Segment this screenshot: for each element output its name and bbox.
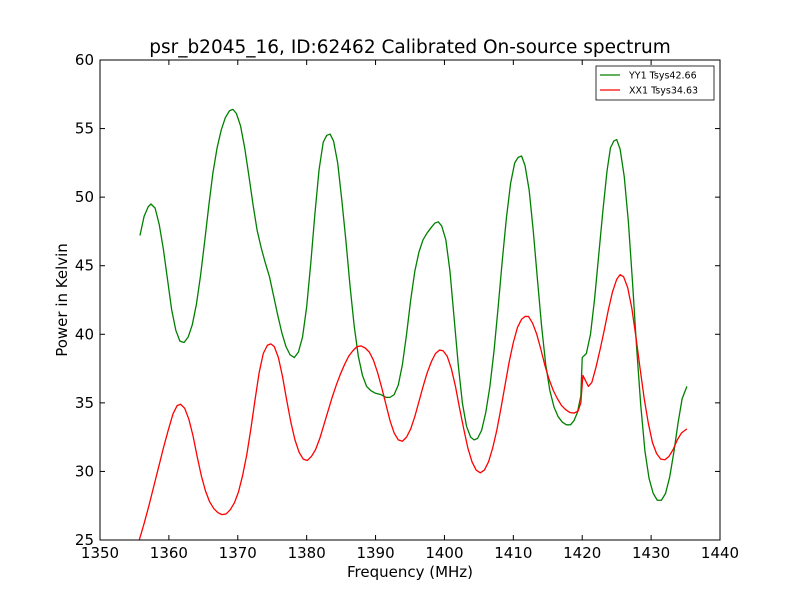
y-tick-label: 25	[75, 531, 94, 549]
tick-layer: 1350 1360 1370 1380 1390 1400 1410 1420 1430 1440…	[75, 51, 739, 562]
legend: YY1 Tsys42.66 XX1 Tsys34.63	[595, 65, 715, 101]
x-tick-label: 1350	[81, 544, 119, 562]
y-tick-label: 40	[75, 325, 94, 343]
x-tick-label: 1440	[701, 544, 739, 562]
x-axis-label: Frequency (MHz)	[347, 563, 473, 581]
y-axis-label: Power in Kelvin	[53, 243, 71, 357]
y-tick-label: 45	[75, 257, 94, 275]
y-tick-label: 55	[75, 120, 94, 138]
legend-label-0: YY1 Tsys42.66	[628, 71, 697, 82]
x-tick-label: 1390	[356, 544, 394, 562]
y-tick-label: 60	[75, 51, 94, 69]
legend-label-1: XX1 Tsys34.63	[629, 86, 698, 97]
x-tick-label: 1430	[632, 544, 670, 562]
series-line-0	[139, 108, 688, 501]
y-tick-label: 35	[75, 394, 94, 412]
x-tick-label: 1410	[494, 544, 532, 562]
legend-box	[595, 65, 715, 101]
plot-frame	[99, 59, 721, 541]
y-tick-label: 50	[75, 188, 94, 206]
x-tick-label: 1370	[219, 544, 257, 562]
x-tick-label: 1400	[425, 544, 463, 562]
x-tick-label: 1380	[288, 544, 326, 562]
y-tick-label: 30	[75, 462, 94, 480]
x-tick-label: 1420	[563, 544, 601, 562]
x-tick-label: 1360	[150, 544, 188, 562]
series-line-1	[138, 273, 688, 541]
chart-title: psr_b2045_16, ID:62462 Calibrated On-sou…	[149, 37, 671, 58]
series-layer	[138, 108, 688, 541]
